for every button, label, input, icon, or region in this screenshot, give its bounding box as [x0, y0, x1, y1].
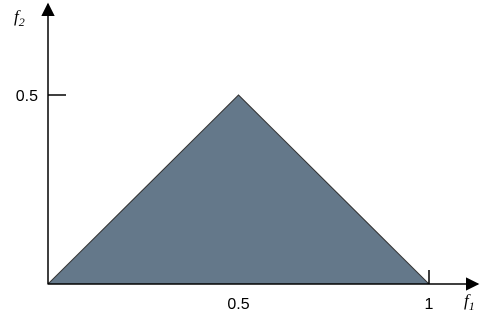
y-axis-ticks: 0.5 — [16, 88, 66, 105]
y-axis-label-main: f — [14, 7, 21, 26]
x-axis-label-main: f — [464, 291, 471, 310]
y-tick-label: 0.5 — [16, 88, 38, 105]
x-axis-label: f1 — [464, 291, 475, 313]
triangle-region — [46, 94, 431, 285]
x-tick-label: 0.5 — [227, 296, 249, 313]
x-axis-ticks: 0.5 1 — [227, 270, 434, 313]
x-tick-label: 1 — [425, 296, 434, 313]
y-axis-label: f2 — [14, 7, 25, 29]
y-axis-label-subscript: 2 — [19, 15, 25, 29]
x-axis-label-subscript: 1 — [469, 299, 475, 313]
